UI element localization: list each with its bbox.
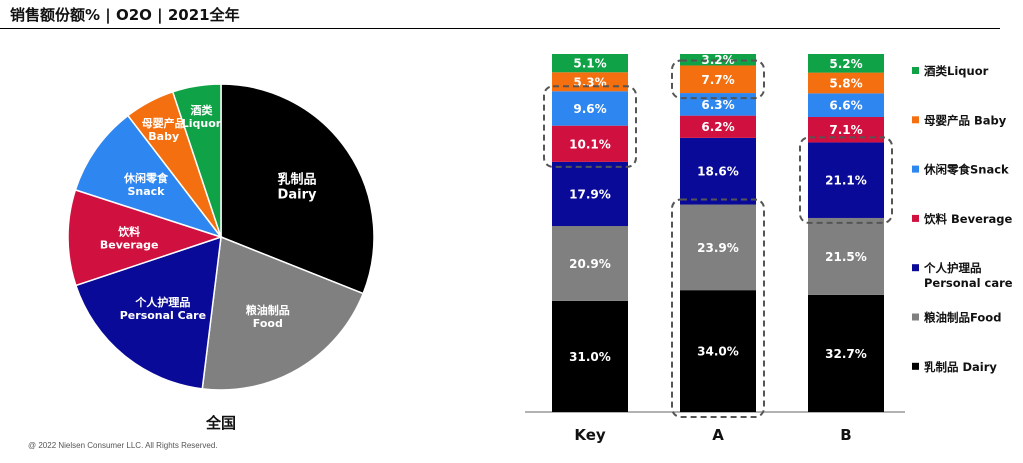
bar-value-label: 5.2% xyxy=(829,57,862,71)
legend-swatch xyxy=(912,116,919,124)
legend-swatch xyxy=(912,313,919,321)
highlight-box xyxy=(543,85,637,168)
legend-label: 饮料 Beverage xyxy=(923,212,1013,226)
pie-label-baby-en: Baby xyxy=(148,130,179,143)
bar-value-label: 17.9% xyxy=(569,187,611,201)
legend-label: 母婴产品 Baby xyxy=(924,113,1007,127)
bar-value-label: 3.2% xyxy=(701,53,734,67)
bar-segment xyxy=(680,290,756,412)
legend-swatch xyxy=(912,264,919,272)
pie-label-beverage-en: Beverage xyxy=(100,238,159,251)
bar-segment xyxy=(808,142,884,218)
pie-label-snack-cn: 休闲零食 xyxy=(123,171,169,185)
bar-segment xyxy=(680,65,756,94)
x-tick-label-a: A xyxy=(712,426,724,444)
bar-value-label: 20.9% xyxy=(569,257,611,271)
stacked-bar-chart: 31.0%20.9%17.9%10.1%9.6%5.3%5.1%Key34.0%… xyxy=(525,53,905,444)
pie-title: 全国 xyxy=(205,414,236,432)
pie-label-personal-care-cn: 个人护理品 xyxy=(134,295,190,309)
bar-segment xyxy=(808,72,884,94)
bar-value-label: 5.8% xyxy=(829,77,862,91)
bar-segment xyxy=(552,300,628,412)
bar-segment xyxy=(808,93,884,118)
legend-label: 个人护理品 xyxy=(923,261,982,275)
bar-value-label: 21.1% xyxy=(825,174,867,188)
bar-value-label: 32.7% xyxy=(825,347,867,361)
bar-value-label: 6.6% xyxy=(829,99,862,113)
bar-segment xyxy=(680,204,756,291)
pie-label-food-en: Food xyxy=(253,317,283,330)
bar-segment xyxy=(680,137,756,205)
bar-segment xyxy=(552,161,628,227)
legend-swatch xyxy=(912,67,919,74)
bar-segment xyxy=(680,115,756,138)
bar-value-label: 23.9% xyxy=(697,241,739,255)
chart-legend: 酒类Liquor 母婴产品 Baby 休闲零食Snack 饮料 Beverage 个人护… xyxy=(912,64,1013,374)
bar-value-label: 7.1% xyxy=(829,123,862,137)
legend-label: 休闲零食Snack xyxy=(923,163,1009,177)
bar-value-label: 31.0% xyxy=(569,350,611,364)
legend-label: 酒类Liquor xyxy=(924,64,989,78)
bar-segment xyxy=(680,54,756,66)
bar-segment xyxy=(680,93,756,116)
x-tick-label-key: Key xyxy=(574,426,606,444)
pie-label-dairy-en: Dairy xyxy=(278,188,317,203)
copyright-footer: @ 2022 Nielsen Consumer LLC. All Rights … xyxy=(28,441,218,450)
pie-slice-liquor xyxy=(171,83,222,238)
pie-slice-beverage xyxy=(67,188,224,287)
pie-slice-snack xyxy=(74,114,224,239)
pie-label-baby-cn: 母婴产品 xyxy=(142,116,186,130)
page-title: 销售额份额% | O2O | 2021全年 xyxy=(10,6,240,24)
pie-label-personal-care-en: Personal Care xyxy=(120,309,206,322)
pie-label-dairy-cn: 乳制品 xyxy=(277,172,316,188)
bar-value-label: 34.0% xyxy=(697,345,739,359)
x-tick-label-b: B xyxy=(840,426,851,444)
bar-segment xyxy=(552,226,628,301)
pie-label-beverage-cn: 饮料 xyxy=(117,224,140,238)
bar-segment xyxy=(552,125,628,162)
bar-value-label: 6.3% xyxy=(701,98,734,112)
legend-swatch xyxy=(912,362,919,370)
title-divider xyxy=(0,28,1000,29)
legend-label: 粮油制品Food xyxy=(924,311,1001,325)
legend-swatch xyxy=(912,214,919,222)
pie-label-liquor-en: Liquor xyxy=(182,117,222,130)
pie-label-food-cn: 粮油制品 xyxy=(246,303,290,317)
pie-label-liquor-cn: 酒类 xyxy=(191,103,214,117)
pie-label-snack-en: Snack xyxy=(127,185,165,198)
bar-value-label: 7.7% xyxy=(701,73,734,87)
bar-value-label: 5.1% xyxy=(573,57,606,71)
legend-label-line2: Personal care xyxy=(924,276,1013,290)
bar-segment xyxy=(552,54,628,73)
bar-value-label: 6.2% xyxy=(701,120,734,134)
pie-slice-food xyxy=(201,235,365,391)
bar-value-label: 21.5% xyxy=(825,250,867,264)
bar-value-label: 18.6% xyxy=(697,165,739,179)
bar-segment xyxy=(552,91,628,126)
pie-slice-personal-care xyxy=(74,235,222,390)
pie-slice-dairy xyxy=(220,83,375,295)
legend-label: 乳制品 Dairy xyxy=(924,360,997,374)
bar-value-label: 9.6% xyxy=(573,102,606,116)
legend-swatch xyxy=(912,165,919,173)
bar-value-label: 10.1% xyxy=(569,137,611,151)
bar-segment xyxy=(808,294,884,412)
bar-segment xyxy=(808,54,884,73)
bar-segment xyxy=(808,217,884,295)
highlight-box xyxy=(799,136,893,224)
